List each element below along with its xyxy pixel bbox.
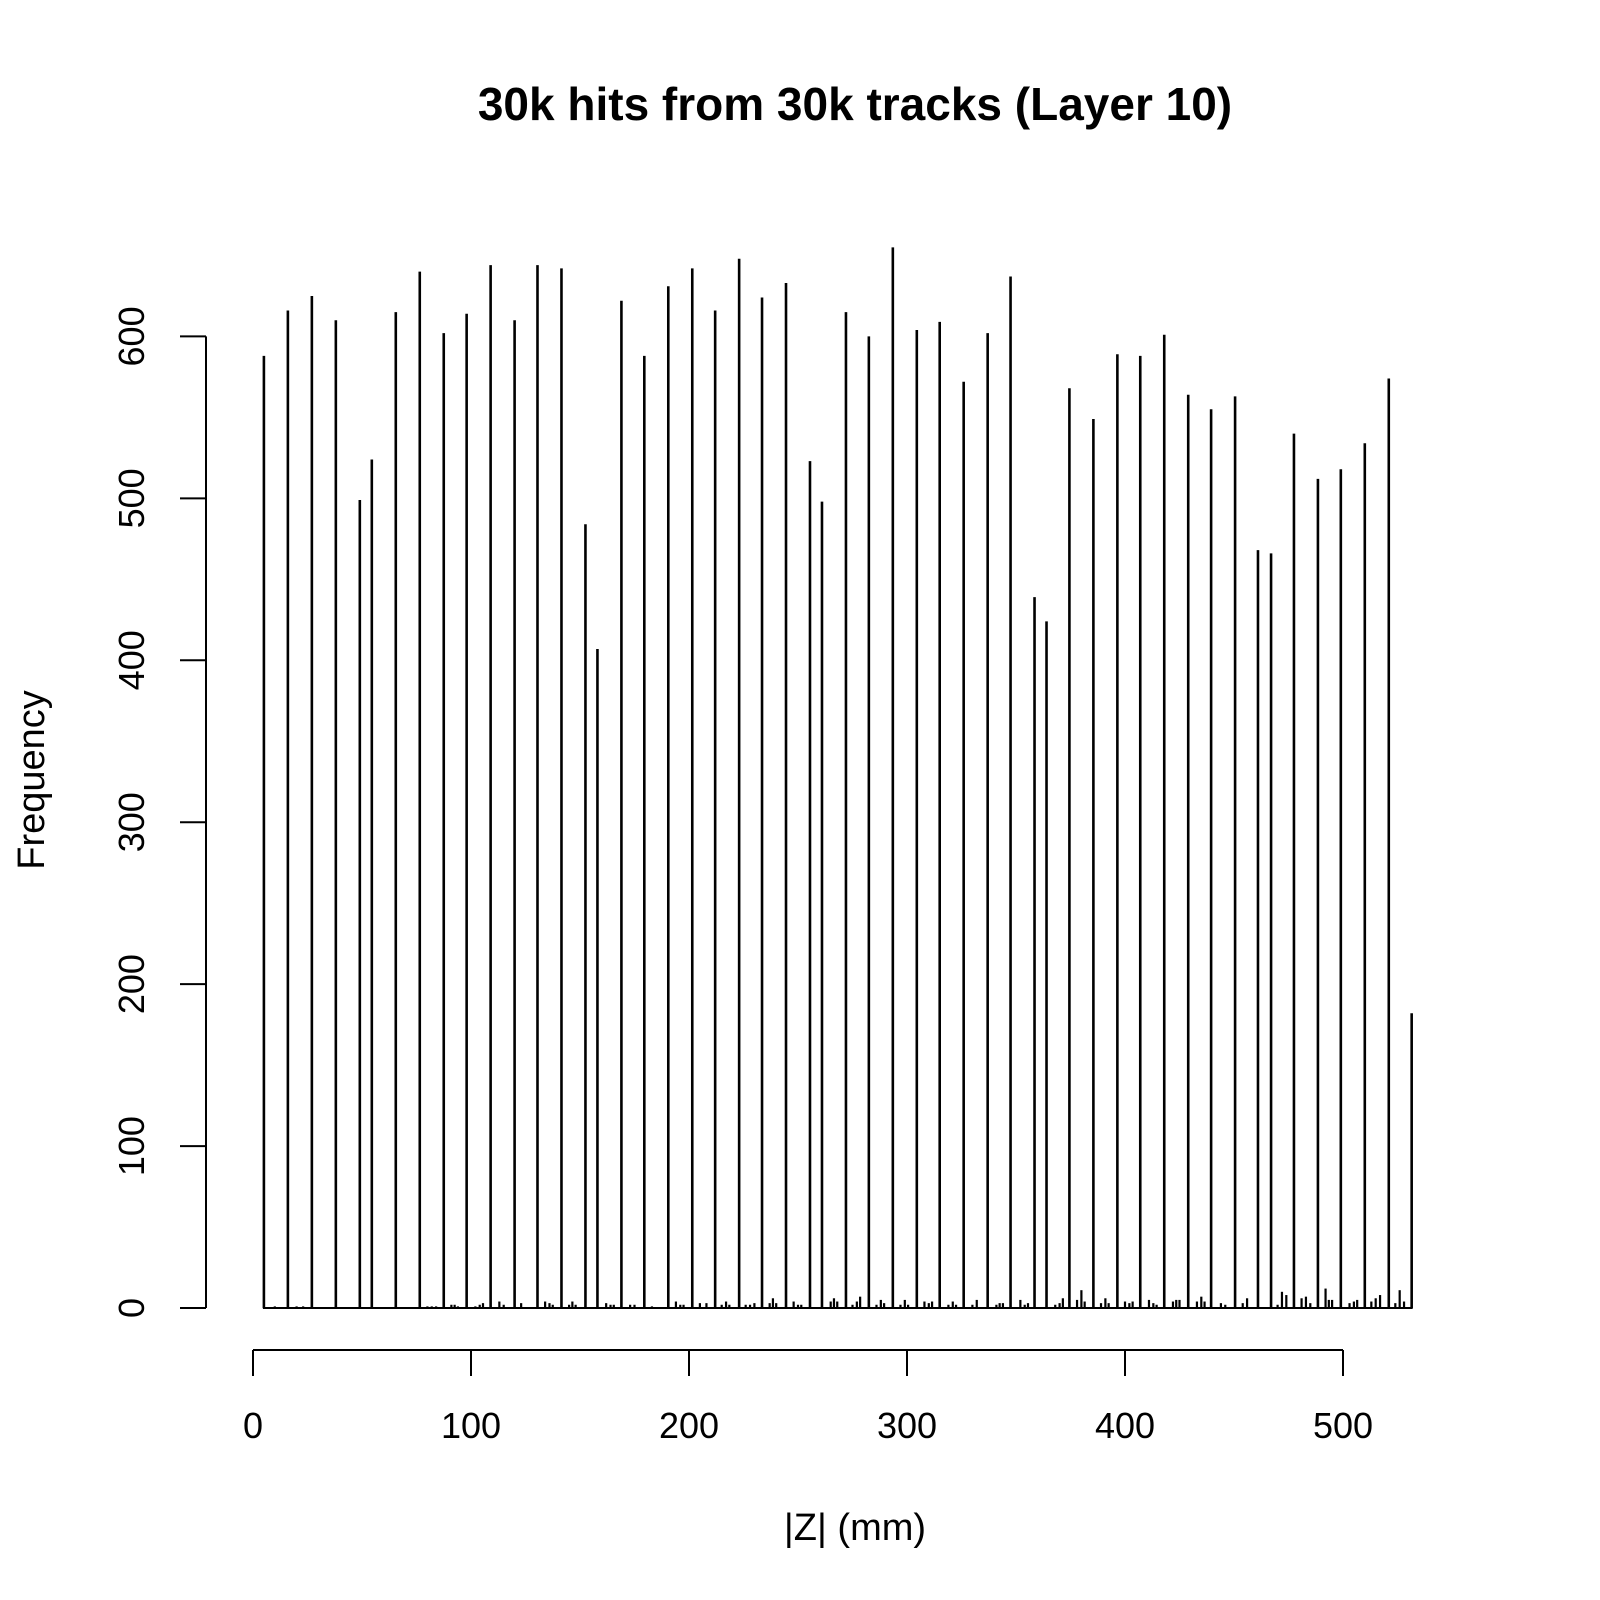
x-tick-label: 500 (1313, 1405, 1373, 1446)
peak-bars (262, 247, 1413, 1308)
y-axis: 0 100 200 300 400 500 600 (111, 306, 207, 1318)
x-tick-label: 100 (441, 1405, 501, 1446)
y-tick-label: 200 (111, 954, 152, 1014)
y-tick-label: 100 (111, 1116, 152, 1176)
x-axis: 0 100 200 300 400 500 (243, 1349, 1373, 1446)
y-axis-label: Frequency (11, 690, 53, 870)
x-tick-label: 0 (243, 1405, 263, 1446)
x-axis-label: |Z| (mm) (784, 1507, 926, 1549)
x-tick-label: 200 (659, 1405, 719, 1446)
y-tick-label: 500 (111, 468, 152, 528)
y-tick-label: 0 (111, 1298, 152, 1318)
chart-title: 30k hits from 30k tracks (Layer 10) (478, 78, 1232, 130)
minor-bars (262, 1288, 1413, 1309)
x-tick-label: 300 (877, 1405, 937, 1446)
y-tick-label: 400 (111, 630, 152, 690)
y-tick-label: 300 (111, 792, 152, 852)
x-tick-label: 400 (1095, 1405, 1155, 1446)
y-tick-label: 600 (111, 306, 152, 366)
